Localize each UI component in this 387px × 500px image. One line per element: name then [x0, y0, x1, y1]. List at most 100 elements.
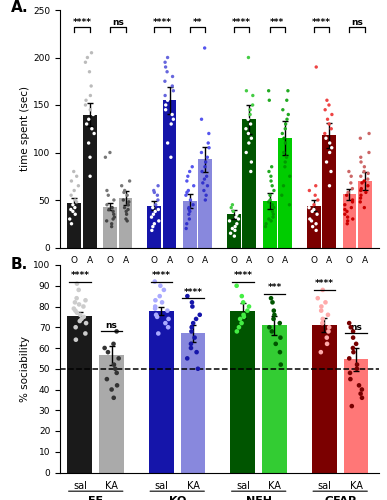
Point — [346, 168, 352, 175]
Point — [202, 196, 209, 204]
Point — [237, 315, 243, 323]
Point — [126, 198, 132, 206]
Point — [277, 360, 284, 368]
Text: ****: **** — [233, 271, 252, 280]
Point — [269, 298, 276, 306]
Point — [329, 110, 335, 118]
Point — [157, 292, 163, 300]
Point — [326, 120, 332, 128]
Point — [243, 148, 249, 156]
Bar — [358, 181, 372, 248]
Point — [345, 188, 351, 196]
Point — [358, 186, 364, 194]
Point — [324, 340, 330, 348]
Point — [358, 191, 364, 199]
Point — [164, 139, 171, 147]
Point — [74, 294, 80, 302]
Point — [87, 92, 94, 100]
Point — [109, 220, 115, 228]
Point — [156, 217, 162, 225]
Text: sal: sal — [317, 481, 331, 491]
Text: B.: B. — [10, 256, 28, 272]
Text: KA: KA — [271, 270, 284, 280]
Point — [71, 168, 77, 175]
Point — [76, 300, 82, 308]
Text: sal: sal — [235, 270, 248, 280]
Point — [271, 315, 277, 323]
Point — [197, 311, 203, 319]
Point — [285, 87, 291, 95]
Point — [346, 354, 352, 362]
Point — [75, 286, 82, 294]
Point — [109, 204, 115, 212]
Point — [152, 278, 158, 285]
Text: KO: KO — [168, 496, 186, 500]
Text: O: O — [310, 256, 317, 265]
Point — [269, 182, 275, 190]
Point — [348, 179, 354, 187]
Point — [342, 206, 348, 214]
Point — [282, 158, 288, 166]
Point — [168, 120, 174, 128]
Text: ****: **** — [183, 288, 202, 296]
Point — [110, 340, 116, 348]
Point — [329, 144, 335, 152]
Point — [243, 124, 249, 132]
Point — [232, 222, 238, 230]
Point — [72, 323, 79, 331]
Point — [365, 182, 371, 190]
Point — [83, 319, 89, 327]
Point — [348, 172, 354, 180]
Point — [363, 188, 369, 196]
Point — [102, 153, 108, 161]
Point — [201, 186, 207, 194]
Point — [72, 210, 78, 218]
Point — [79, 315, 85, 323]
Point — [155, 206, 161, 214]
Point — [311, 200, 317, 209]
Point — [203, 191, 209, 199]
Point — [327, 148, 333, 156]
Point — [366, 148, 372, 156]
Point — [282, 163, 288, 171]
Point — [122, 204, 128, 212]
Point — [90, 110, 96, 118]
Point — [268, 177, 274, 185]
Point — [72, 306, 79, 314]
Text: ns: ns — [350, 323, 362, 332]
Point — [163, 106, 169, 114]
Point — [118, 182, 125, 190]
Point — [201, 175, 207, 183]
Point — [108, 386, 115, 394]
Text: ****: **** — [70, 271, 89, 280]
Point — [327, 139, 333, 147]
Point — [269, 163, 275, 171]
Text: ns: ns — [112, 18, 124, 26]
Point — [188, 328, 195, 336]
Bar — [263, 201, 277, 248]
Point — [243, 87, 250, 95]
Point — [169, 110, 175, 118]
Bar — [103, 206, 117, 248]
Point — [358, 194, 364, 202]
Point — [168, 153, 174, 161]
Point — [320, 315, 326, 323]
Point — [82, 58, 89, 66]
Point — [354, 360, 360, 368]
Point — [250, 101, 256, 109]
Point — [350, 344, 356, 352]
Point — [262, 222, 269, 230]
Point — [350, 328, 356, 336]
Point — [159, 298, 165, 306]
Point — [245, 115, 251, 123]
Point — [346, 319, 352, 327]
Point — [192, 334, 198, 342]
Bar — [322, 136, 336, 248]
Point — [74, 280, 80, 287]
Point — [344, 220, 350, 228]
Point — [348, 323, 354, 331]
Bar — [183, 201, 197, 248]
Point — [318, 302, 324, 310]
Point — [124, 191, 130, 199]
Point — [263, 220, 269, 228]
